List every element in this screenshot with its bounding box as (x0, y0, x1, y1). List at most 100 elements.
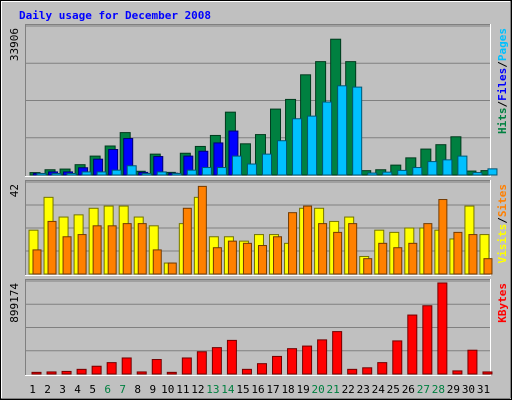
day-label-10: 10 (161, 383, 174, 396)
bar-pages-day-15 (246, 163, 257, 176)
bar-pages-day-4 (81, 171, 92, 176)
day-label-29: 29 (447, 383, 460, 396)
x-axis: 1 2 3 4 5 6 7 8 9 10 11 12 13 14 15 16 17 18 19 20 21 22 23 24 2… (29, 383, 490, 396)
bar-kbytes-day-12 (196, 351, 207, 375)
bar-pages-day-21 (337, 85, 348, 176)
day-label-8: 8 (134, 383, 141, 396)
day-label-30: 30 (462, 383, 475, 396)
bar-pages-day-6 (111, 169, 122, 176)
bar-sites-day-20 (318, 223, 328, 275)
legend-entry: Hits (496, 108, 509, 135)
bar-pages-day-17 (277, 140, 288, 176)
bar-sites-day-11 (182, 207, 192, 275)
legend-entry: Files (496, 68, 509, 101)
bar-pages-day-2 (51, 172, 62, 176)
bar-sites-day-23 (363, 258, 373, 275)
bar-sites-day-3 (62, 236, 72, 275)
bar-sites-day-18 (288, 212, 298, 275)
series-pages (36, 85, 498, 176)
bar-sites-day-2 (47, 220, 57, 275)
bar-pages-day-16 (261, 153, 272, 176)
bar-pages-day-3 (66, 172, 77, 176)
bar-kbytes-day-27 (422, 305, 433, 375)
bar-sites-day-5 (92, 225, 102, 275)
day-label-31: 31 (477, 383, 490, 396)
day-label-27: 27 (417, 383, 430, 396)
bar-pages-day-26 (412, 167, 423, 176)
bar-pages-day-9 (156, 171, 167, 176)
bar-pages-day-28 (442, 159, 453, 176)
day-label-9: 9 (149, 383, 156, 396)
legend-entry: KBytes (496, 283, 509, 323)
bar-pages-day-8 (141, 172, 152, 176)
bar-kbytes-day-16 (256, 363, 267, 375)
bar-sites-day-9 (152, 249, 162, 275)
bar-kbytes-day-2 (46, 371, 57, 375)
day-label-20: 20 (312, 383, 325, 396)
legend-entry: Pages (496, 28, 509, 61)
day-label-7: 7 (119, 383, 126, 396)
bar-kbytes-day-31 (482, 371, 493, 375)
day-label-25: 25 (387, 383, 400, 396)
bar-kbytes-day-10 (166, 371, 177, 375)
bar-sites-day-13 (212, 247, 222, 275)
bar-pages-day-20 (322, 101, 333, 176)
bar-sites-day-31 (483, 258, 493, 275)
bar-kbytes-day-22 (347, 368, 358, 375)
day-label-12: 12 (191, 383, 204, 396)
day-label-15: 15 (236, 383, 249, 396)
legend-entry: / (496, 101, 509, 108)
day-label-16: 16 (251, 383, 264, 396)
bar-kbytes-day-9 (151, 359, 162, 375)
bar-sites-day-16 (257, 245, 267, 275)
day-label-11: 11 (176, 383, 189, 396)
bar-kbytes-day-20 (317, 339, 328, 375)
day-label-17: 17 (266, 383, 279, 396)
bar-sites-day-17 (273, 236, 283, 275)
bar-sites-day-7 (122, 223, 132, 275)
bar-sites-day-8 (137, 223, 147, 275)
day-label-24: 24 (372, 383, 386, 396)
bar-pages-day-31 (487, 168, 498, 176)
bar-sites-day-15 (242, 242, 252, 275)
bar-sites-day-25 (393, 247, 403, 275)
day-label-5: 5 (89, 383, 96, 396)
bar-pages-day-12 (201, 167, 212, 176)
bar-kbytes-day-17 (272, 355, 283, 375)
bar-pages-day-10 (171, 172, 182, 176)
bar-sites-day-21 (333, 231, 343, 275)
day-label-13: 13 (206, 383, 219, 396)
bar-kbytes-day-1 (31, 371, 42, 375)
bar-sites-day-14 (227, 240, 237, 275)
bar-sites-day-22 (348, 223, 358, 275)
bar-sites-day-28 (438, 199, 448, 275)
bar-pages-day-7 (126, 165, 137, 176)
bar-sites-day-4 (77, 234, 87, 275)
panel-kbytes: 899174 KBytes (8, 279, 509, 376)
bar-kbytes-day-30 (467, 349, 478, 375)
bar-kbytes-day-15 (241, 368, 252, 375)
bar-sites-day-12 (197, 185, 207, 275)
series-sites (32, 185, 493, 275)
bar-kbytes-day-11 (181, 357, 192, 375)
bar-kbytes-day-18 (287, 348, 298, 375)
bar-sites-day-1 (32, 249, 42, 275)
bar-sites-day-30 (468, 234, 478, 275)
day-label-6: 6 (104, 383, 111, 396)
y-max-label: 42 (8, 184, 21, 197)
bar-pages-day-29 (457, 155, 468, 176)
panel-visits_sites: 42 Visits/Sites (8, 180, 509, 276)
y-max-label: 33906 (8, 28, 21, 61)
y-max-label: 899174 (8, 283, 21, 323)
day-label-1: 1 (29, 383, 36, 396)
day-label-4: 4 (74, 383, 81, 396)
bar-hits-day-26 (405, 157, 417, 176)
bar-sites-day-6 (107, 225, 117, 275)
bar-pages-day-13 (216, 167, 227, 176)
bar-sites-day-29 (453, 231, 463, 275)
day-label-21: 21 (327, 383, 340, 396)
bar-kbytes-day-3 (61, 370, 72, 375)
day-label-2: 2 (44, 383, 51, 396)
bar-sites-day-24 (378, 242, 388, 275)
